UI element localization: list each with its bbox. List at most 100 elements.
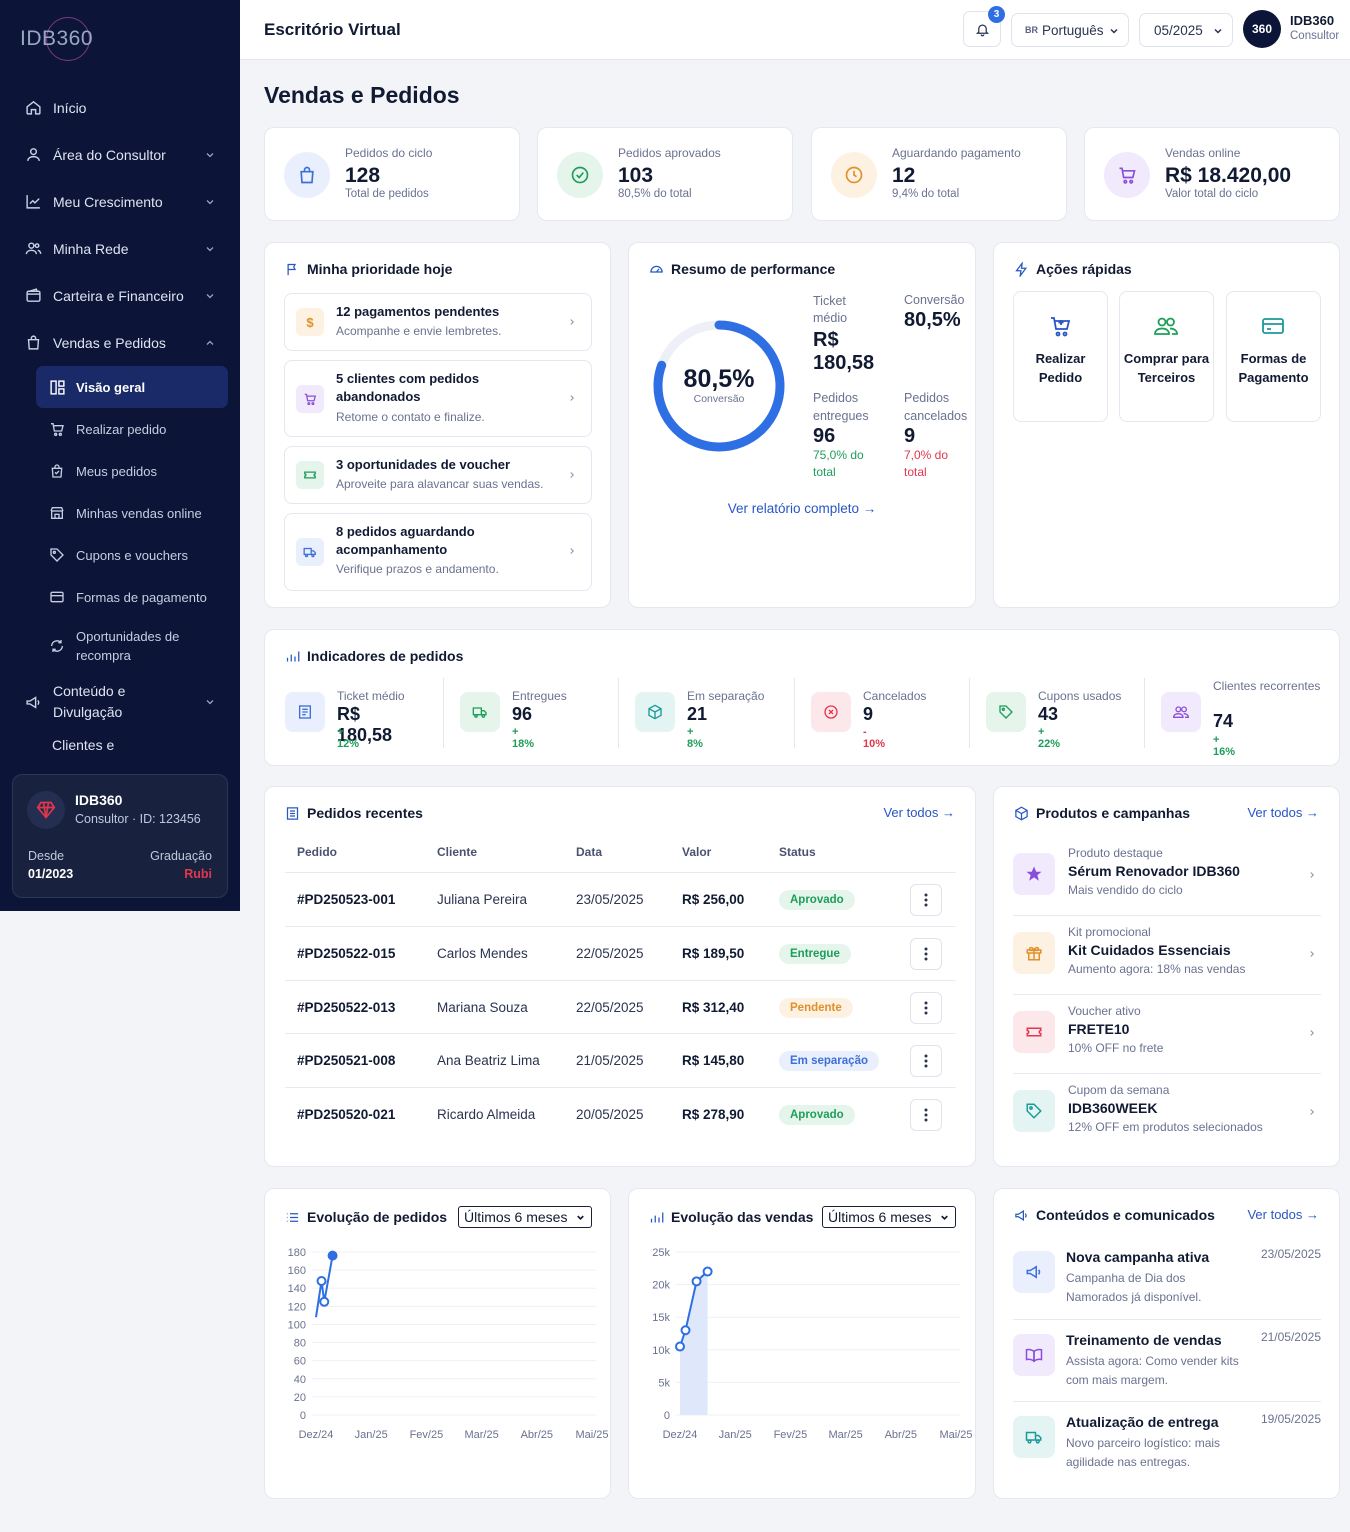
table-row[interactable]: #PD250523-001 Juliana Pereira 23/05/2025… bbox=[285, 872, 956, 926]
priority-title: Minha prioridade hoje bbox=[307, 261, 453, 277]
orders-view-all-link[interactable]: Ver todos → bbox=[883, 805, 955, 820]
user-card-role: Consultor · ID: 123456 bbox=[75, 812, 201, 826]
bar-chart-icon bbox=[649, 1210, 664, 1225]
product-name: FRETE10 bbox=[1068, 1021, 1130, 1037]
kpi-card: Pedidos aprovados 103 80,5% do total bbox=[537, 127, 793, 221]
row-menu-button[interactable] bbox=[910, 992, 942, 1024]
sidebar-item-crescimento[interactable]: Meu Crescimento bbox=[0, 178, 240, 225]
order-date: 22/05/2025 bbox=[576, 1000, 644, 1015]
orders-range-select[interactable]: Últimos 6 meses bbox=[458, 1206, 592, 1228]
quick-action-comprar-terceiros[interactable]: Comprar para Terceiros bbox=[1119, 291, 1214, 422]
brand-logo[interactable]: IDB360 bbox=[20, 17, 93, 61]
conversion-value: 80,5% bbox=[904, 309, 961, 331]
product-item[interactable]: Produto destaque Sérum Renovador IDB360 … bbox=[1013, 837, 1321, 916]
row-menu-button[interactable] bbox=[910, 1045, 942, 1077]
sidebar-sub-formas-pagamento[interactable]: Formas de pagamento bbox=[0, 576, 240, 618]
sidebar-item-rede[interactable]: Minha Rede bbox=[0, 225, 240, 272]
kpi-label: Pedidos aprovados bbox=[618, 146, 721, 160]
card-icon bbox=[48, 588, 66, 606]
sidebar-sub-meus-pedidos[interactable]: Meus pedidos bbox=[0, 450, 240, 492]
comm-item[interactable]: Treinamento de vendas Assista agora: Com… bbox=[1013, 1319, 1321, 1401]
products-card: Produtos e campanhas Ver todos → Produto… bbox=[993, 786, 1340, 1167]
priority-item[interactable]: 5 clientes com pedidos abandonados Retom… bbox=[284, 360, 592, 437]
y-tick-label: 10k bbox=[652, 1345, 670, 1357]
language-select[interactable]: BR Português bbox=[1011, 13, 1129, 47]
layout-icon bbox=[48, 378, 66, 396]
sidebar-item-clientes[interactable]: Clientes e bbox=[0, 730, 240, 750]
indicator-label: Cancelados bbox=[863, 689, 927, 703]
comms-view-all-link[interactable]: Ver todos → bbox=[1247, 1207, 1319, 1222]
product-desc: 12% OFF em produtos selecionados bbox=[1068, 1120, 1263, 1134]
priority-card: Minha prioridade hoje $ 12 pagamentos pe… bbox=[264, 242, 611, 608]
row-menu-button[interactable] bbox=[910, 1099, 942, 1131]
row-menu-button[interactable] bbox=[910, 938, 942, 970]
full-report-link[interactable]: Ver relatório completo → bbox=[727, 501, 877, 516]
priority-item-title: 12 pagamentos pendentes bbox=[336, 304, 500, 319]
table-row[interactable]: #PD250521-008 Ana Beatriz Lima 21/05/202… bbox=[285, 1033, 956, 1087]
sales-range-select[interactable]: Últimos 6 meses bbox=[822, 1206, 956, 1228]
order-value: R$ 278,90 bbox=[682, 1107, 745, 1122]
quick-action-realizar-pedido[interactable]: Realizar Pedido bbox=[1013, 291, 1108, 422]
flag-icon: BR bbox=[1025, 25, 1038, 35]
flag-icon bbox=[285, 262, 300, 277]
sidebar-item-vendas[interactable]: Vendas e Pedidos bbox=[0, 319, 240, 366]
comm-item[interactable]: Nova campanha ativa Campanha de Dia dos … bbox=[1013, 1237, 1321, 1319]
product-item[interactable]: Voucher ativo FRETE10 10% OFF no frete bbox=[1013, 994, 1321, 1073]
order-date: 21/05/2025 bbox=[576, 1053, 644, 1068]
delivered-label: Pedidos entregues bbox=[813, 391, 869, 423]
sidebar-item-conteudo[interactable]: Conteúdo e Divulgação bbox=[0, 674, 240, 730]
sidebar-sub-vendas-online[interactable]: Minhas vendas online bbox=[0, 492, 240, 534]
user-role: Consultor bbox=[1290, 30, 1340, 42]
priority-item[interactable]: 3 oportunidades de voucher Aproveite par… bbox=[284, 446, 592, 504]
status-badge: Aprovado bbox=[779, 890, 855, 910]
sidebar-sub-label: Formas de pagamento bbox=[76, 589, 207, 605]
topbar: Escritório Virtual 3 BR Português 05/202… bbox=[240, 0, 1350, 60]
priority-item-desc: Verifique prazos e andamento. bbox=[336, 562, 499, 576]
quick-action-formas-pagamento[interactable]: Formas de Pagamento bbox=[1226, 291, 1321, 422]
sidebar-item-carteira[interactable]: Carteira e Financeiro bbox=[0, 272, 240, 319]
priority-item[interactable]: 8 pedidos aguardando acompanhamento Veri… bbox=[284, 513, 592, 591]
y-tick-label: 180 bbox=[288, 1247, 306, 1259]
kpi-card: Aguardando pagamento 12 9,4% do total bbox=[811, 127, 1067, 221]
sidebar-sub-recompra[interactable]: Oportunidades de recompra bbox=[0, 618, 240, 674]
sidebar-item-area-consultor[interactable]: Área do Consultor bbox=[0, 131, 240, 178]
indicator-label: Clientes recorrentes bbox=[1213, 679, 1321, 693]
sidebar-sub-cupons[interactable]: Cupons e vouchers bbox=[0, 534, 240, 576]
indicator-change: + 18% bbox=[512, 726, 535, 750]
table-row[interactable]: #PD250520-021 Ricardo Almeida 20/05/2025… bbox=[285, 1087, 956, 1141]
product-item[interactable]: Kit promocional Kit Cuidados Essenciais … bbox=[1013, 915, 1321, 994]
clock-icon bbox=[831, 152, 877, 198]
more-vertical-icon bbox=[924, 1001, 928, 1015]
quick-action-label: Realizar Pedido bbox=[1035, 351, 1086, 385]
x-tick-label: Mai/25 bbox=[575, 1429, 608, 1441]
notifications-button[interactable]: 3 bbox=[963, 6, 1005, 47]
indicator-label: Em separação bbox=[687, 689, 765, 703]
priority-item[interactable]: $ 12 pagamentos pendentes Acompanhe e en… bbox=[284, 293, 592, 351]
indicator-value: 96 bbox=[512, 704, 533, 724]
x-tick-label: Fev/25 bbox=[774, 1429, 808, 1441]
sidebar-sub-realizar-pedido[interactable]: Realizar pedido bbox=[0, 408, 240, 450]
sidebar-item-inicio[interactable]: Início bbox=[0, 84, 240, 131]
list-icon bbox=[285, 806, 300, 821]
order-client: Juliana Pereira bbox=[437, 892, 528, 907]
home-icon bbox=[24, 99, 42, 117]
data-point bbox=[702, 1266, 713, 1277]
comm-desc: Assista agora: Como vender kits com mais… bbox=[1066, 1354, 1239, 1387]
comm-item[interactable]: Atualização de entrega Novo parceiro log… bbox=[1013, 1401, 1321, 1483]
divider bbox=[618, 678, 619, 748]
priority-item-title: 5 clientes com pedidos abandonados bbox=[336, 371, 480, 404]
row-menu-button[interactable] bbox=[910, 884, 942, 916]
period-select[interactable]: 05/2025 bbox=[1139, 13, 1233, 47]
book-icon bbox=[1013, 1334, 1055, 1376]
table-row[interactable]: #PD250522-013 Mariana Souza 22/05/2025 R… bbox=[285, 980, 956, 1034]
sidebar-sub-visao-geral[interactable]: Visão geral bbox=[36, 366, 228, 408]
indicator-value: 74 bbox=[1213, 711, 1234, 731]
chevron-down-icon bbox=[206, 199, 214, 204]
product-item[interactable]: Cupom da semana IDB360WEEK 12% OFF em pr… bbox=[1013, 1073, 1321, 1152]
table-row[interactable]: #PD250522-015 Carlos Mendes 22/05/2025 R… bbox=[285, 926, 956, 980]
gem-icon bbox=[27, 791, 65, 829]
gauge-icon bbox=[649, 262, 664, 277]
products-view-all-link[interactable]: Ver todos → bbox=[1247, 805, 1319, 820]
order-value: R$ 312,40 bbox=[682, 1000, 745, 1015]
indicator-change: - 10% bbox=[863, 726, 886, 750]
